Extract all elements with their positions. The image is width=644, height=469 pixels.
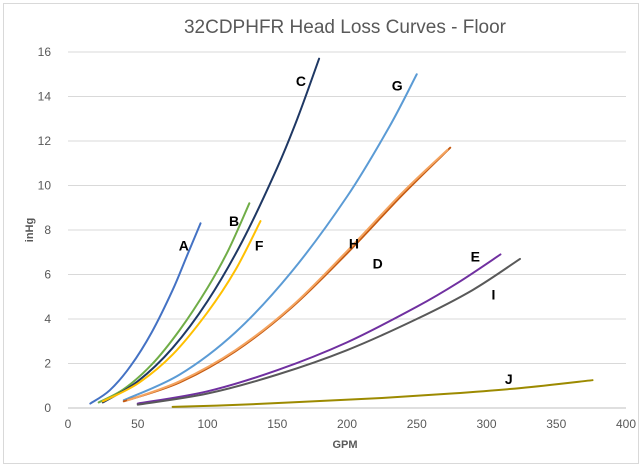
curve-label-a: A [179,238,189,254]
series-line-b [97,202,251,404]
series-line-a [89,222,202,405]
x-tick-label: 100 [197,417,217,431]
y-tick-label: 2 [44,357,51,371]
x-tick-label: 50 [131,417,145,431]
x-tick-label: 0 [65,417,72,431]
curve-labels: A B C F G HD E I J [179,73,513,387]
y-tick-label: 12 [38,134,52,148]
curve-label-i: I [492,287,496,303]
x-tick-label: 150 [267,417,287,431]
y-tick-label: 16 [38,45,52,59]
x-axis-label: GPM [332,439,357,451]
series-line-i [136,257,521,406]
series-line-f [101,220,262,403]
curve-label-g: G [392,77,403,93]
y-tick-label: 10 [38,179,52,193]
curve-label-d: D [373,255,383,271]
x-tick-label: 400 [616,417,636,431]
curve-label-b: B [229,213,239,229]
series-layer [89,57,594,408]
gridlines [68,51,626,364]
y-tick-label: 14 [38,90,52,104]
y-tick-label: 6 [44,268,51,282]
series-line-e [136,253,502,405]
axes: 0 2 4 6 8 10 12 14 16 0 50 100 150 200 250 300 350 400 [38,45,637,431]
x-tick-label: 350 [546,417,566,431]
y-tick-label: 8 [44,223,51,237]
y-axis-label: inHg [24,218,36,242]
curve-label-j: J [505,371,513,387]
x-tick-label: 300 [476,417,496,431]
curve-label-f: F [255,238,264,254]
curve-label-e: E [471,249,480,265]
series-line-c [101,57,321,404]
x-tick-label: 250 [407,417,427,431]
series-line-j [171,379,594,408]
y-tick-label: 0 [44,401,51,415]
series-line-d [126,148,449,402]
curve-label-h: H [349,235,359,251]
series-line-g [122,73,418,402]
chart-title: 32CDPHFR Head Loss Curves - Floor [184,17,507,38]
x-tick-label: 200 [337,417,357,431]
y-tick-label: 4 [44,312,51,326]
curve-label-c: C [296,73,306,89]
